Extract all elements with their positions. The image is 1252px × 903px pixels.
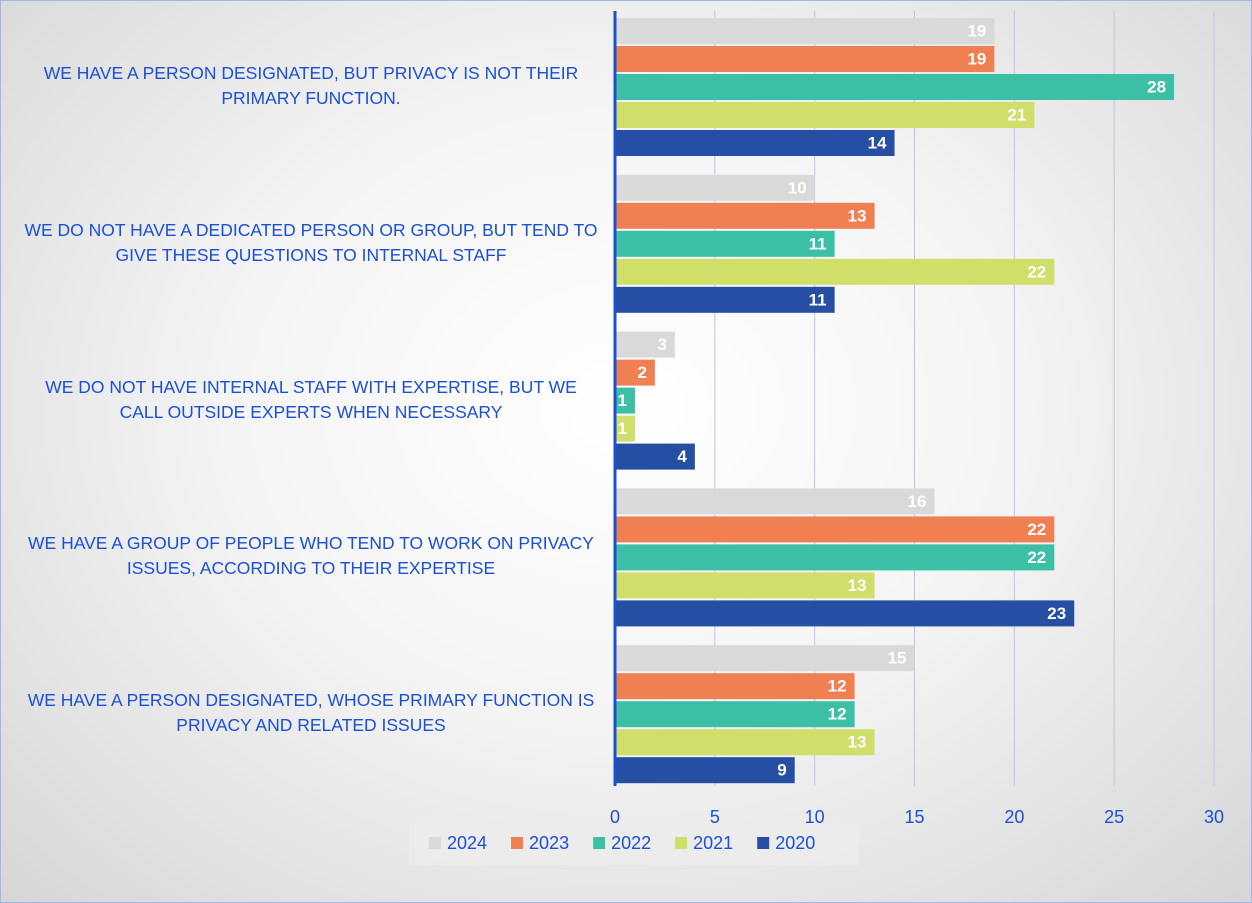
bar	[615, 46, 995, 72]
data-label: 12	[828, 705, 847, 724]
bar	[615, 202, 875, 229]
data-label: 11	[809, 234, 827, 253]
bar	[615, 516, 1055, 543]
bar	[615, 645, 915, 672]
data-label: 22	[1027, 262, 1046, 281]
data-label: 13	[848, 733, 867, 752]
data-label: 21	[1007, 105, 1026, 124]
data-label: 14	[868, 133, 887, 152]
bar	[615, 600, 1075, 627]
x-tick-label: 15	[904, 807, 924, 827]
bar	[615, 415, 635, 442]
data-label: 4	[677, 447, 687, 466]
data-label: 22	[1027, 548, 1046, 567]
legend-label: 2023	[529, 833, 569, 853]
bar	[615, 258, 1055, 285]
x-tick-label: 10	[805, 807, 825, 827]
data-label: 19	[967, 21, 986, 40]
legend-swatch	[593, 837, 606, 849]
data-label: 11	[809, 290, 827, 309]
bar	[615, 359, 655, 386]
legend-swatch	[757, 837, 770, 849]
legend-label: 2021	[693, 833, 733, 853]
data-label: 23	[1047, 604, 1066, 623]
x-tick-label: 25	[1104, 807, 1124, 827]
legend-label: 2020	[775, 833, 815, 853]
data-label: 2	[637, 363, 646, 382]
bar	[615, 701, 855, 728]
x-tick-label: 0	[610, 807, 620, 827]
data-label: 1	[617, 391, 626, 410]
data-label: 28	[1147, 77, 1166, 96]
legend-label: 2024	[447, 833, 487, 853]
bar	[615, 102, 1035, 128]
data-label: 9	[777, 761, 786, 780]
data-label: 19	[967, 49, 986, 68]
bar	[615, 174, 815, 201]
category-label: WE HAVE A PERSON DESIGNATED, BUT PRIVACY…	[43, 63, 579, 108]
legend: 2024 2023 2022 2021 2020	[409, 823, 859, 865]
data-label: 15	[888, 649, 907, 668]
legend-box	[409, 823, 859, 865]
legend-swatch	[429, 837, 441, 849]
legend-swatch	[511, 837, 524, 849]
bar	[615, 130, 895, 156]
x-tick-label: 20	[1004, 807, 1024, 827]
data-label: 13	[848, 576, 867, 595]
bar	[615, 544, 1055, 571]
bar	[615, 443, 695, 470]
legend-swatch	[675, 837, 688, 849]
data-label: 16	[908, 492, 927, 511]
legend-label: 2022	[611, 833, 651, 853]
x-tick-label: 5	[710, 807, 720, 827]
bar	[615, 757, 795, 784]
data-label: 13	[848, 206, 867, 225]
category-label: WE DO NOT HAVE A DEDICATED PERSON OR GRO…	[24, 219, 598, 265]
bar	[615, 572, 875, 599]
bar	[615, 729, 875, 756]
bar	[615, 18, 995, 44]
category-label: WE HAVE A GROUP OF PEOPLE WHO TEND TO WO…	[28, 533, 594, 579]
data-label: 1	[617, 419, 626, 438]
bar	[615, 74, 1175, 100]
bar	[615, 387, 635, 414]
category-label: WE HAVE A PERSON DESIGNATED, WHOSE PRIMA…	[27, 690, 595, 736]
data-label: 10	[788, 178, 807, 197]
bar	[615, 286, 835, 313]
data-label: 12	[828, 677, 847, 696]
bar	[615, 331, 675, 358]
x-tick-label: 30	[1204, 807, 1224, 827]
category-label: WE DO NOT HAVE INTERNAL STAFF WITH EXPER…	[45, 376, 577, 422]
bar	[615, 488, 935, 515]
bar	[615, 673, 855, 700]
data-label: 22	[1027, 520, 1046, 539]
data-label: 3	[657, 335, 666, 354]
bar	[615, 230, 835, 257]
